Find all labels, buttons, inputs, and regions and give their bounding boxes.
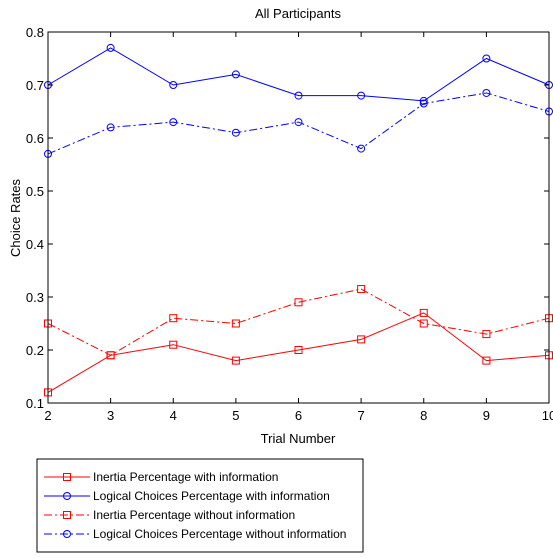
data-point xyxy=(419,96,428,105)
data-point xyxy=(231,128,240,137)
legend-marker xyxy=(63,473,71,481)
data-point xyxy=(294,118,303,127)
y-tick-label: 0.7 xyxy=(26,78,44,93)
data-point xyxy=(169,81,178,89)
data-point xyxy=(482,54,491,63)
data-point xyxy=(294,346,303,354)
series-line xyxy=(47,288,550,356)
x-tick-label: 5 xyxy=(232,408,239,423)
x-tick-label: 2 xyxy=(44,408,51,423)
legend-marker xyxy=(63,511,71,519)
y-tick-label: 0.3 xyxy=(26,290,44,305)
data-point xyxy=(357,144,366,153)
y-tick-label: 0.1 xyxy=(26,396,44,411)
legend-label: Logical Choices Percentage without infor… xyxy=(93,527,346,541)
chart-title: All Participants xyxy=(255,6,341,21)
legend-entry: Inertia Percentage with information xyxy=(44,470,278,484)
series-4 xyxy=(44,88,553,158)
legend-entry: Logical Choices Percentage with informat… xyxy=(44,489,330,503)
legend-label: Inertia Percentage without information xyxy=(93,508,295,522)
legend: Inertia Percentage with information Logic… xyxy=(36,458,364,553)
ticks-layer: 2 3 4 5 6 7 8 9 10 0.1 0.2 0.3 0.4 0.5 0.6 0.7 0.8 xyxy=(26,25,553,423)
x-tick-label: 4 xyxy=(170,408,177,423)
data-point xyxy=(482,88,491,97)
data-point xyxy=(419,99,428,108)
legend-marker xyxy=(63,530,71,538)
series-1 xyxy=(44,308,553,397)
x-tick-label: 8 xyxy=(420,408,427,423)
data-point xyxy=(169,118,178,127)
y-tick-label: 0.5 xyxy=(26,184,44,199)
legend-label: Inertia Percentage with information xyxy=(93,470,278,484)
series-2 xyxy=(44,43,553,105)
y-tick-label: 0.2 xyxy=(26,343,44,358)
data-point xyxy=(357,285,366,294)
legend-entry: Inertia Percentage without information xyxy=(44,508,295,522)
series-3 xyxy=(44,285,553,360)
x-tick-label: 10 xyxy=(542,408,553,423)
legend-entry: Logical Choices Percentage without infor… xyxy=(44,527,346,541)
y-tick-label: 0.4 xyxy=(26,237,44,252)
x-tick-label: 9 xyxy=(483,408,490,423)
data-point xyxy=(106,43,115,52)
data-point xyxy=(482,330,491,339)
legend-marker xyxy=(63,492,71,500)
data-point xyxy=(169,314,178,323)
data-point xyxy=(106,351,115,360)
data-point xyxy=(482,356,491,365)
data-point xyxy=(357,91,366,100)
data-point xyxy=(106,123,115,132)
data-point xyxy=(357,335,366,344)
x-axis-title: Trial Number xyxy=(261,431,336,446)
x-tick-label: 3 xyxy=(107,408,114,423)
data-point xyxy=(419,308,428,317)
data-point xyxy=(419,319,428,328)
legend-label: Logical Choices Percentage with informat… xyxy=(93,489,330,503)
series-line xyxy=(47,312,550,393)
x-tick-label: 7 xyxy=(358,408,365,423)
y-tick-label: 0.8 xyxy=(26,25,44,40)
legend-items: Inertia Percentage with information Logic… xyxy=(44,470,346,541)
data-point xyxy=(294,91,303,100)
data-point xyxy=(231,356,240,365)
x-tick-label: 6 xyxy=(295,408,302,423)
series-line xyxy=(47,47,550,102)
legend-box xyxy=(36,458,364,553)
data-point xyxy=(231,70,240,79)
data-point xyxy=(294,298,303,307)
series-layer xyxy=(44,43,553,397)
y-tick-label: 0.6 xyxy=(26,131,44,146)
series-line xyxy=(47,92,550,155)
data-point xyxy=(169,340,178,349)
data-point xyxy=(231,319,240,328)
y-axis-title: Choice Rates xyxy=(8,178,23,257)
